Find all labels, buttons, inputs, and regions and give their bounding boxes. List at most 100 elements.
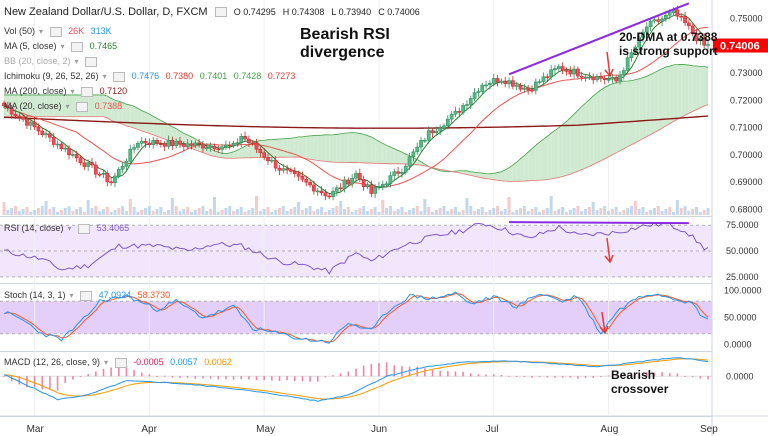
candle-body xyxy=(82,162,87,167)
ma5-label: MA (5, close) xyxy=(4,41,57,51)
cloud-segment xyxy=(141,110,146,133)
candle-body xyxy=(641,31,645,38)
candle-body xyxy=(93,164,98,175)
candle-body xyxy=(9,107,14,115)
cloud-segment xyxy=(176,128,180,145)
volume-bar xyxy=(530,209,534,215)
candle-body xyxy=(250,142,255,145)
volume-bar xyxy=(626,208,630,215)
stoch-k-line xyxy=(3,291,709,344)
candle-body xyxy=(48,133,52,138)
volume-bar xyxy=(591,202,595,215)
candle-body xyxy=(484,84,488,87)
chevron-down-icon[interactable]: ▾ xyxy=(104,358,109,367)
cloud-segment xyxy=(65,94,70,117)
cloud-segment xyxy=(623,81,628,149)
volume-bar xyxy=(90,208,94,215)
volume-bar xyxy=(622,210,626,215)
cloud-segment xyxy=(620,81,624,151)
settings-icon[interactable] xyxy=(214,7,227,18)
volume-bar xyxy=(629,206,633,215)
volume-bar xyxy=(10,208,14,215)
settings-icon[interactable] xyxy=(76,101,89,112)
candle-body xyxy=(411,151,416,158)
stoch-pane xyxy=(3,291,709,344)
settings-icon[interactable] xyxy=(78,223,91,234)
ma5-legend[interactable]: MA (5, close) ▾ 0.7465 xyxy=(4,41,121,52)
rsi-tick-label: 50.0000 xyxy=(726,246,759,256)
bb-legend[interactable]: BB (20, close, 2) ▾ xyxy=(4,56,101,67)
settings-icon[interactable] xyxy=(113,71,126,82)
open-value: O 0.74295 xyxy=(233,7,276,17)
cloud-segment xyxy=(532,145,536,181)
volume-bar xyxy=(193,210,197,215)
candle-body xyxy=(602,78,607,80)
chevron-down-icon[interactable]: ▾ xyxy=(60,42,65,51)
volume-bar xyxy=(2,202,6,215)
chevron-down-icon[interactable]: ▾ xyxy=(102,72,107,81)
volume-bar xyxy=(182,209,186,215)
volume-bar xyxy=(216,212,220,215)
macd-value: 0.0057 xyxy=(170,357,198,367)
price-tick-label: 0.71000 xyxy=(730,123,763,133)
settings-icon[interactable] xyxy=(114,357,127,368)
chevron-down-icon[interactable]: ▾ xyxy=(69,291,74,300)
grid xyxy=(0,0,712,417)
settings-icon[interactable] xyxy=(85,56,98,67)
volume-bar xyxy=(205,211,209,215)
candle-body xyxy=(591,76,596,81)
volume-bar xyxy=(580,211,584,215)
support-line1: 20-DMA at 0.7388 xyxy=(619,30,718,44)
volume-bar xyxy=(255,196,259,215)
candle-body xyxy=(55,143,60,146)
ma200-legend[interactable]: MA (200, close) ▾ 0.7120 xyxy=(4,86,131,97)
cloud-segment xyxy=(528,148,532,181)
candle-body xyxy=(185,143,190,147)
candle-body xyxy=(170,139,175,146)
volume-bar xyxy=(67,206,71,215)
volume-bar xyxy=(186,207,190,215)
symbol-title[interactable]: New Zealand Dollar/U.S. Dollar, D, FXCM xyxy=(4,6,208,18)
stoch-k-value: 47.0924 xyxy=(98,290,132,300)
ichimoku-legend[interactable]: Ichimoku (9, 26, 52, 26) ▾ 0.7476 0.7380 … xyxy=(4,71,299,82)
settings-icon[interactable] xyxy=(71,41,84,52)
cloud-segment xyxy=(290,137,295,158)
volume-bar xyxy=(239,207,243,215)
volume-bar xyxy=(327,210,331,215)
chevron-down-icon[interactable]: ▾ xyxy=(70,87,75,96)
ma20-legend[interactable]: MA (20, close) ▾ 0.7388 xyxy=(4,101,126,112)
macd-legend[interactable]: MACD (12, 26, close, 9) ▾ -0.0005 0.0057 … xyxy=(4,357,236,368)
macd-histogram-bar xyxy=(592,376,595,378)
chevron-down-icon[interactable]: ▾ xyxy=(67,224,72,233)
cloud-span-b xyxy=(4,104,709,182)
chevron-down-icon[interactable]: ▾ xyxy=(39,27,44,36)
candle-body xyxy=(465,104,469,106)
cloud-segment xyxy=(501,169,506,182)
settings-icon[interactable] xyxy=(81,86,94,97)
chevron-down-icon[interactable]: ▾ xyxy=(74,57,79,66)
volume-bar xyxy=(44,201,48,215)
candle-body xyxy=(32,121,37,128)
volume-bar xyxy=(431,212,435,215)
candle-body xyxy=(181,144,186,147)
ma20-label: MA (20, close) xyxy=(4,101,62,111)
cloud-segment xyxy=(581,102,586,170)
volume-bar xyxy=(128,199,132,215)
cloud-segment xyxy=(229,151,234,159)
rsi-legend[interactable]: RSI (14, close) ▾ 53.4065 xyxy=(4,223,133,234)
settings-icon[interactable] xyxy=(80,290,93,301)
settings-icon[interactable] xyxy=(49,26,62,37)
cloud-segment xyxy=(574,110,578,173)
crossover-line2: crossover xyxy=(611,382,669,396)
volume-bar xyxy=(388,206,392,215)
stoch-legend[interactable]: Stoch (14, 3, 1) ▾ 47.0924 58.3730 xyxy=(4,290,174,301)
volume-bar xyxy=(633,201,637,215)
macd-histogram-bar xyxy=(607,375,610,377)
cloud-segment xyxy=(639,77,643,141)
candle-body xyxy=(675,9,680,17)
cloud-span-a xyxy=(4,64,709,175)
candle-body xyxy=(292,171,297,174)
vol-legend[interactable]: Vol (50) ▾ 26K 313K xyxy=(4,26,116,37)
chevron-down-icon[interactable]: ▾ xyxy=(65,102,70,111)
cloud-segment xyxy=(72,94,77,117)
